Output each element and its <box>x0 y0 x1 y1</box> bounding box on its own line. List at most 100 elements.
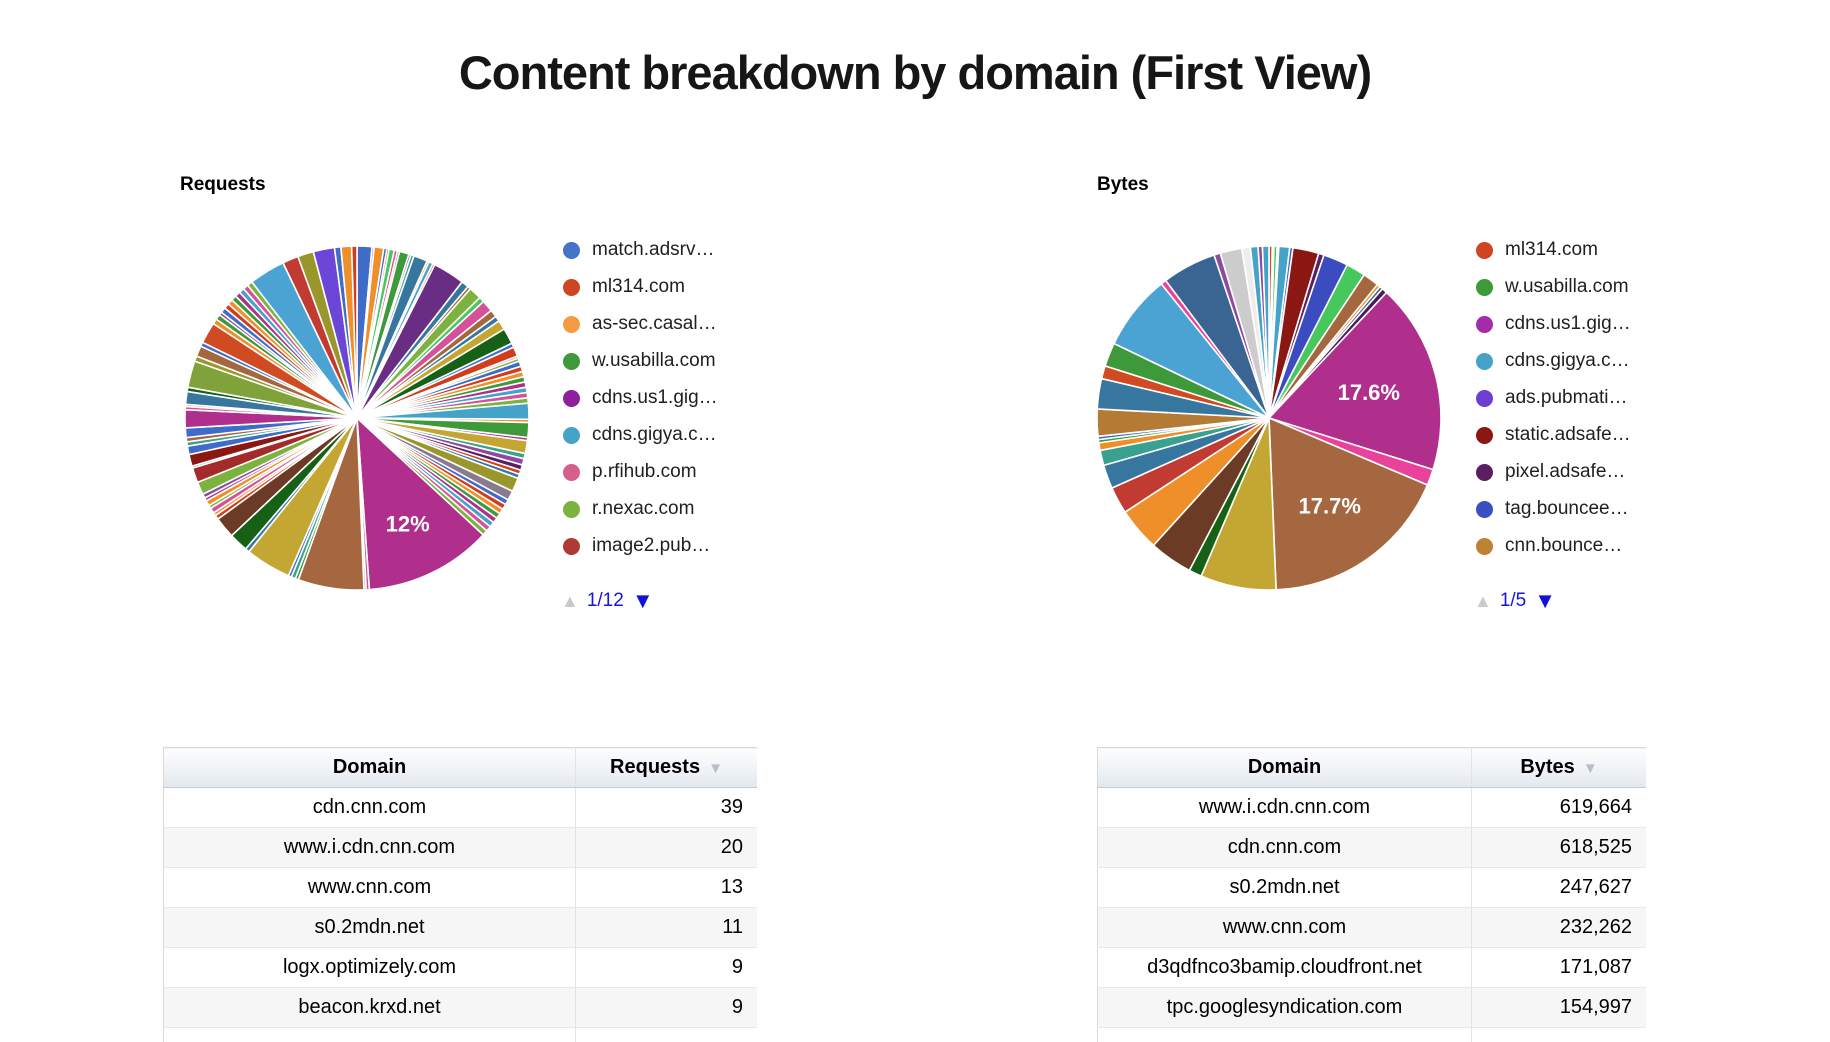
column-header-label: Bytes <box>1520 756 1575 778</box>
bytes-chart-title: Bytes <box>1097 174 1149 195</box>
legend-color-dot <box>563 241 580 259</box>
domain-cell: www.i.cdn.cnn.com <box>1097 787 1472 828</box>
table-row[interactable]: s0.2mdn.net 247,627 <box>1097 867 1646 908</box>
requests-table: Domain Requests ▼ cdn.cnn.com 39 www.i.cdn.cn… <box>163 747 757 1042</box>
bytes-table: Domain Bytes ▼ www.i.cdn.cnn.com 619,664 cdn.… <box>1097 747 1646 1042</box>
legend-label: cdns.gigya.c… <box>1505 350 1630 371</box>
domain-cell: www.cnn.com <box>1097 907 1472 948</box>
legend-label: cdns.gigya.c… <box>592 424 717 445</box>
table-header-row: Domain Bytes ▼ <box>1097 747 1646 788</box>
pager-down-icon[interactable]: ▼ <box>1534 588 1557 613</box>
domain-cell: cdn.cnn.com <box>1097 827 1472 868</box>
domain-cell: www.i.cdn.cnn.com <box>163 827 576 868</box>
legend-color-dot <box>563 426 580 444</box>
table-row[interactable]: www.i.cdn.cnn.com 619,664 <box>1097 787 1646 828</box>
table-row-partial[interactable] <box>163 1027 757 1042</box>
bytes-pie-chart[interactable]: 17.6% 17.7% <box>1093 242 1445 594</box>
value-cell: 11 <box>575 907 757 948</box>
legend-color-dot <box>563 389 580 407</box>
table-row[interactable]: logx.optimizely.com 9 <box>163 947 757 988</box>
table-row[interactable]: www.cnn.com 13 <box>163 867 757 908</box>
table-row[interactable]: s0.2mdn.net 11 <box>163 907 757 948</box>
pager-up-icon[interactable]: ▲ <box>1474 590 1492 611</box>
pie-slice[interactable] <box>1268 417 1429 591</box>
table-row[interactable]: cdn.cnn.com 618,525 <box>1097 827 1646 868</box>
domain-cell: www.cnn.com <box>163 867 576 908</box>
table-row[interactable]: www.i.cdn.cnn.com 20 <box>163 827 757 868</box>
legend-color-dot <box>563 278 580 296</box>
legend-item: ml314.com <box>563 276 773 297</box>
legend-item: cdns.gigya.c… <box>1476 350 1686 371</box>
legend-item: cdns.us1.gig… <box>563 387 773 408</box>
table-row[interactable]: d3qdfnco3bamip.cloudfront.net 171,087 <box>1097 947 1646 988</box>
value-cell: 13 <box>575 867 757 908</box>
table-row-partial[interactable] <box>1097 1027 1646 1042</box>
legend-color-dot <box>563 537 580 555</box>
domain-cell <box>163 1027 576 1042</box>
bytes-legend-pager: ▲ 1/5 ▼ <box>1474 588 1556 614</box>
requests-pie-chart[interactable]: 12% <box>181 242 533 594</box>
column-header-domain[interactable]: Domain <box>163 747 576 788</box>
domain-cell: d3qdfnco3bamip.cloudfront.net <box>1097 947 1472 988</box>
value-cell: 171,087 <box>1471 947 1646 988</box>
value-cell <box>575 1027 757 1042</box>
legend-label: static.adsafe… <box>1505 424 1631 445</box>
legend-item: tag.bouncee… <box>1476 498 1686 519</box>
legend-item: w.usabilla.com <box>563 350 773 371</box>
legend-color-dot <box>563 463 580 481</box>
legend-label: r.nexac.com <box>592 498 695 519</box>
value-cell: 247,627 <box>1471 867 1646 908</box>
column-header-requests[interactable]: Requests ▼ <box>575 747 757 788</box>
value-cell: 9 <box>575 947 757 988</box>
requests-table-container: Domain Requests ▼ cdn.cnn.com 39 www.i.cdn.cn… <box>163 747 757 1042</box>
legend-label: p.rfihub.com <box>592 461 697 482</box>
legend-color-dot <box>1476 241 1493 259</box>
table-row[interactable]: cdn.cnn.com 39 <box>163 787 757 828</box>
legend-item: static.adsafe… <box>1476 424 1686 445</box>
legend-color-dot <box>1476 352 1493 370</box>
pager-down-icon[interactable]: ▼ <box>631 588 654 613</box>
value-cell: 20 <box>575 827 757 868</box>
legend-color-dot <box>563 352 580 370</box>
domain-cell: s0.2mdn.net <box>1097 867 1472 908</box>
slice-percent-label: 17.6% <box>1338 380 1400 405</box>
legend-label: pixel.adsafe… <box>1505 461 1626 482</box>
table-row[interactable]: beacon.krxd.net 9 <box>163 987 757 1028</box>
column-header-bytes[interactable]: Bytes ▼ <box>1471 747 1646 788</box>
domain-cell <box>1097 1027 1472 1042</box>
requests-legend-pager: ▲ 1/12 ▼ <box>561 588 654 614</box>
pie-slice[interactable] <box>356 417 484 591</box>
legend-color-dot <box>1476 278 1493 296</box>
domain-cell: logx.optimizely.com <box>163 947 576 988</box>
pie-slice[interactable] <box>350 245 358 419</box>
legend-label: cdns.us1.gig… <box>592 387 718 408</box>
legend-item: cdns.gigya.c… <box>563 424 773 445</box>
legend-item: image2.pub… <box>563 535 773 556</box>
legend-color-dot <box>1476 537 1493 555</box>
legend-label: ads.pubmati… <box>1505 387 1628 408</box>
value-cell: 154,997 <box>1471 987 1646 1028</box>
pie-slice[interactable] <box>1268 291 1442 471</box>
sort-desc-icon: ▼ <box>1582 760 1598 777</box>
page-title: Content breakdown by domain (First View) <box>458 46 1372 100</box>
domain-cell: tpc.googlesyndication.com <box>1097 987 1472 1028</box>
requests-legend: match.adsrv… ml314.com as-sec.casal… w.usab… <box>563 239 773 573</box>
table-row[interactable]: www.cnn.com 232,262 <box>1097 907 1646 948</box>
table-row[interactable]: tpc.googlesyndication.com 154,997 <box>1097 987 1646 1028</box>
column-header-domain[interactable]: Domain <box>1097 747 1472 788</box>
bytes-table-container: Domain Bytes ▼ www.i.cdn.cnn.com 619,664 cdn.… <box>1097 747 1646 1042</box>
legend-color-dot <box>1476 463 1493 481</box>
legend-label: tag.bouncee… <box>1505 498 1629 519</box>
legend-item: pixel.adsafe… <box>1476 461 1686 482</box>
legend-label: ml314.com <box>1505 239 1598 260</box>
pie-slice[interactable] <box>1261 245 1270 419</box>
domain-cell: beacon.krxd.net <box>163 987 576 1028</box>
legend-color-dot <box>563 315 580 333</box>
legend-color-dot <box>1476 315 1493 333</box>
slice-percent-label: 17.7% <box>1299 494 1361 519</box>
legend-color-dot <box>563 500 580 518</box>
pager-up-icon[interactable]: ▲ <box>561 590 579 611</box>
legend-item: ads.pubmati… <box>1476 387 1686 408</box>
value-cell <box>1471 1027 1646 1042</box>
legend-item: as-sec.casal… <box>563 313 773 334</box>
